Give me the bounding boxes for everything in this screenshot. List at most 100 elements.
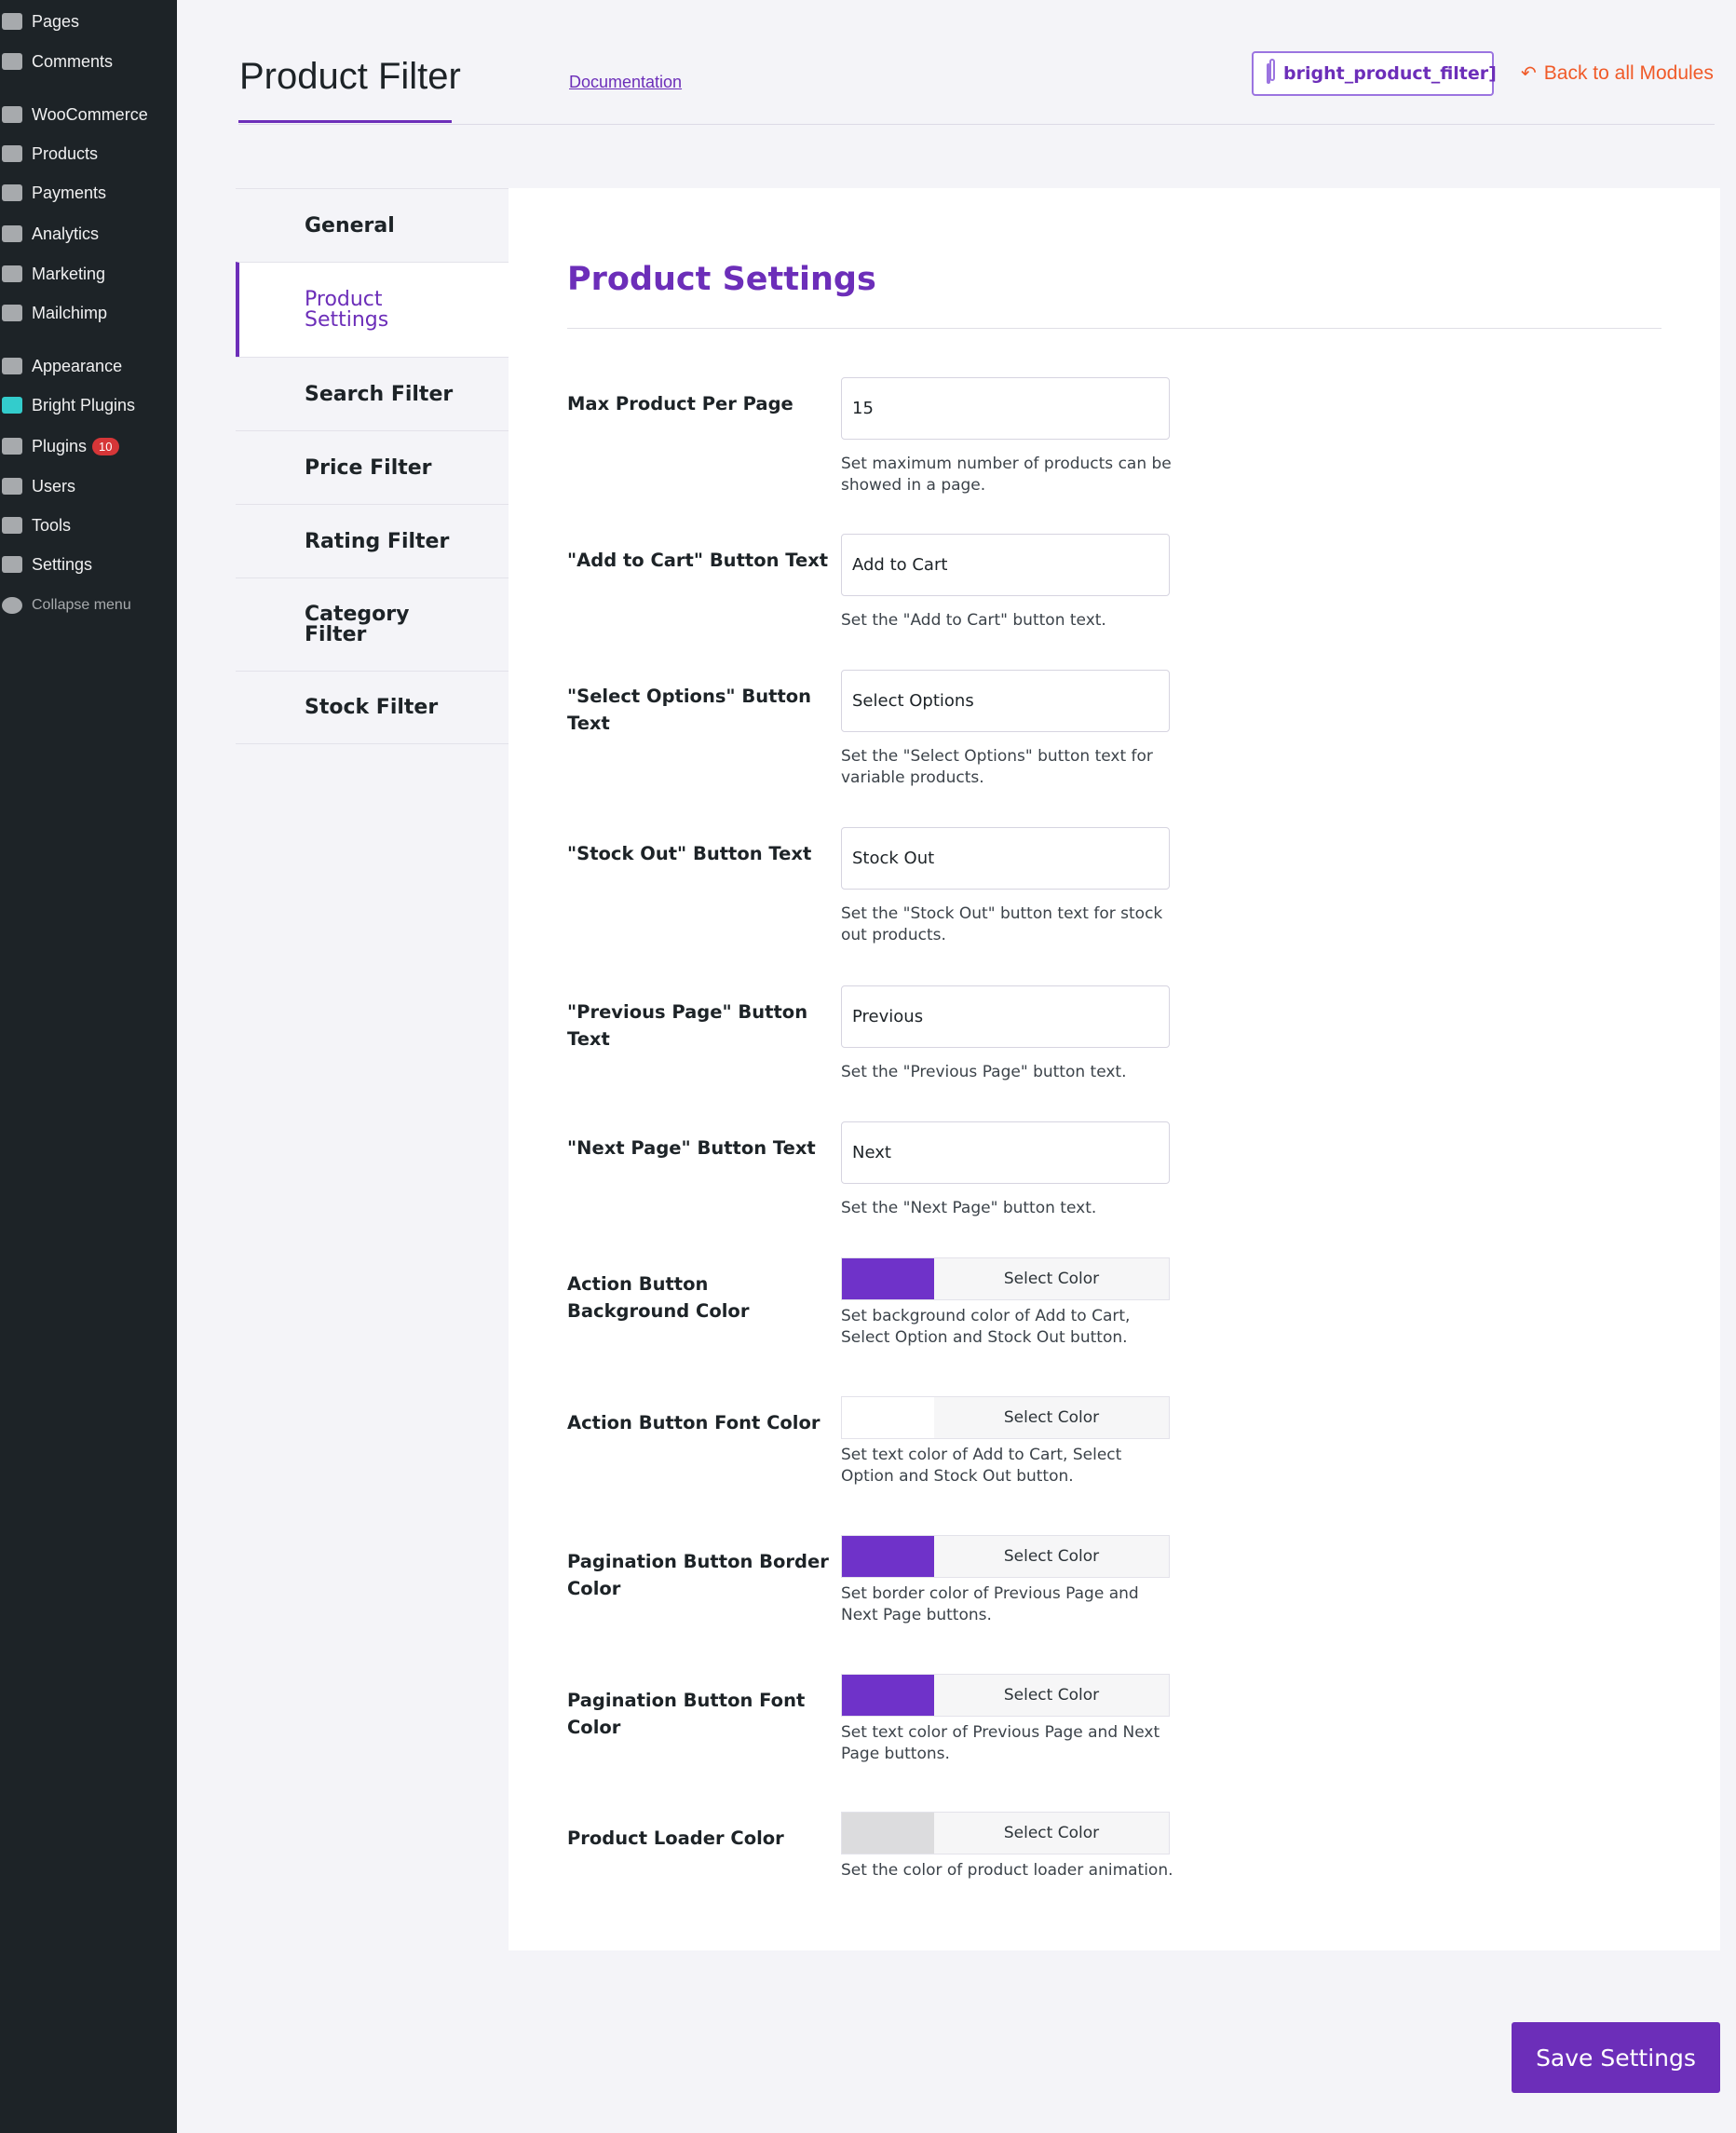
sidebar-item-label: Marketing [32,264,106,283]
field-label: "Previous Page" Button Text [567,1001,808,1050]
collapse-menu-button[interactable]: Collapse menu [0,591,177,619]
sidebar-item-label: WooCommerce [32,104,148,124]
field-help: Set text color of Previous Page and Next… [841,1723,1160,1763]
sidebar-item-payments[interactable]: Payments [0,179,177,207]
sidebar-item-woocommerce[interactable]: WooCommerce [0,101,177,129]
page-title: Product Filter [239,56,461,97]
plugins-icon [2,438,22,455]
bright-plugins-icon [2,397,22,414]
copy-icon [1267,63,1270,84]
color-picker[interactable]: Select Color [841,1396,1170,1439]
tab-general[interactable]: General [236,188,509,262]
stock-out-text-input[interactable] [841,827,1170,890]
field-label: "Next Page" Button Text [567,1137,816,1159]
sidebar-item-mailchimp[interactable]: Mailchimp [0,299,177,327]
field-label: Action Button Background Color [567,1273,750,1322]
field-help: Set background color of Add to Cart, Sel… [841,1307,1131,1347]
color-swatch[interactable] [842,1258,934,1299]
sidebar-item-label: Comments [32,51,114,71]
field-label: Action Button Font Color [567,1412,821,1433]
field-label: Pagination Button Font Color [567,1690,806,1738]
sidebar-item-label: Users [32,476,76,496]
payments-icon [2,184,22,201]
comments-icon [2,53,22,70]
sidebar-item-users[interactable]: Users [0,472,177,500]
color-picker[interactable]: Select Color [841,1535,1170,1578]
sidebar-item-label: Appearance [32,356,123,375]
field-help: Set border color of Previous Page and Ne… [841,1584,1139,1624]
tools-icon [2,517,22,534]
select-options-text-input[interactable] [841,670,1170,732]
previous-page-text-input[interactable] [841,985,1170,1048]
next-page-text-input[interactable] [841,1121,1170,1184]
sidebar-item-products[interactable]: Products [0,140,177,168]
select-color-button[interactable]: Select Color [1003,1824,1100,1842]
select-color-button[interactable]: Select Color [1003,1547,1100,1566]
sidebar-item-analytics[interactable]: Analytics [0,220,177,248]
sidebar-item-tools[interactable]: Tools [0,511,177,539]
mailchimp-icon [2,305,22,321]
sidebar-item-comments[interactable]: Comments [0,48,177,75]
collapse-label: Collapse menu [32,597,131,613]
field-help: Set text color of Add to Cart, Select Op… [841,1446,1122,1486]
sidebar-item-label: Payments [32,183,107,202]
sidebar-item-label: Plugins [32,436,88,455]
appearance-icon [2,358,22,374]
color-picker[interactable]: Select Color [841,1812,1170,1854]
documentation-link[interactable]: Documentation [569,73,683,91]
sidebar-item-label: Products [32,143,99,163]
tab-category-filter[interactable]: Category Filter [236,577,509,671]
select-color-button[interactable]: Select Color [1003,1408,1100,1427]
field-label: "Add to Cart" Button Text [567,550,829,571]
marketing-icon [2,265,22,282]
color-swatch[interactable] [842,1675,934,1716]
title-underline [238,120,452,123]
field-help: Set the "Select Options" button text for… [841,747,1153,787]
admin-sidebar: Pages Comments WooCommerce Products Paym… [0,0,177,2133]
tab-search-filter[interactable]: Search Filter [236,357,509,430]
copy-shortcode-button[interactable]: bright_product_filter] [1252,51,1497,96]
field-label: "Select Options" Button Text [567,686,812,734]
settings-tabs: General Product Settings Search Filter P… [236,188,509,744]
settings-panel: Product Settings Max Product Per Page Se… [509,188,1720,1950]
sidebar-item-appearance[interactable]: Appearance [0,352,177,380]
select-color-button[interactable]: Select Color [1003,1270,1100,1288]
color-swatch[interactable] [842,1397,934,1438]
field-help: Set maximum number of products can be sh… [841,455,1172,495]
sidebar-item-marketing[interactable]: Marketing [0,260,177,288]
save-settings-button[interactable]: Save Settings [1512,2022,1720,2093]
field-label: Product Loader Color [567,1827,784,1849]
color-picker[interactable]: Select Color [841,1257,1170,1300]
collapse-icon [2,597,22,614]
tab-product-settings[interactable]: Product Settings [236,262,509,357]
max-product-per-page-input[interactable] [841,377,1170,440]
back-label: Back to all Modules [1543,61,1714,84]
back-to-modules-link[interactable]: ↶ Back to all Modules [1521,61,1714,85]
update-count-badge: 10 [92,437,119,455]
color-swatch[interactable] [842,1813,934,1854]
reply-arrow-icon: ↶ [1521,63,1537,84]
select-color-button[interactable]: Select Color [1003,1686,1100,1705]
tab-price-filter[interactable]: Price Filter [236,430,509,504]
users-icon [2,478,22,495]
tab-label: Product Settings [305,287,389,332]
heading-divider [567,328,1661,329]
sidebar-item-plugins[interactable]: Plugins 10 [0,432,177,460]
color-picker[interactable]: Select Color [841,1674,1170,1717]
sidebar-item-settings[interactable]: Settings [0,550,177,578]
field-help: Set the color of product loader animatio… [841,1861,1173,1880]
color-swatch[interactable] [842,1536,934,1577]
field-help: Set the "Add to Cart" button text. [841,611,1106,630]
section-heading: Product Settings [567,261,876,298]
tab-label: Category Filter [305,602,410,646]
tab-stock-filter[interactable]: Stock Filter [236,671,509,744]
add-to-cart-text-input[interactable] [841,534,1170,596]
sidebar-item-bright-plugins[interactable]: Bright Plugins [0,391,177,419]
tab-rating-filter[interactable]: Rating Filter [236,504,509,577]
sidebar-item-pages[interactable]: Pages [0,7,177,35]
analytics-icon [2,225,22,242]
sidebar-item-label: Bright Plugins [32,395,136,414]
sidebar-item-label: Analytics [32,224,100,243]
shortcode-text: bright_product_filter] [1283,63,1497,84]
field-help: Set the "Stock Out" button text for stoc… [841,904,1163,944]
